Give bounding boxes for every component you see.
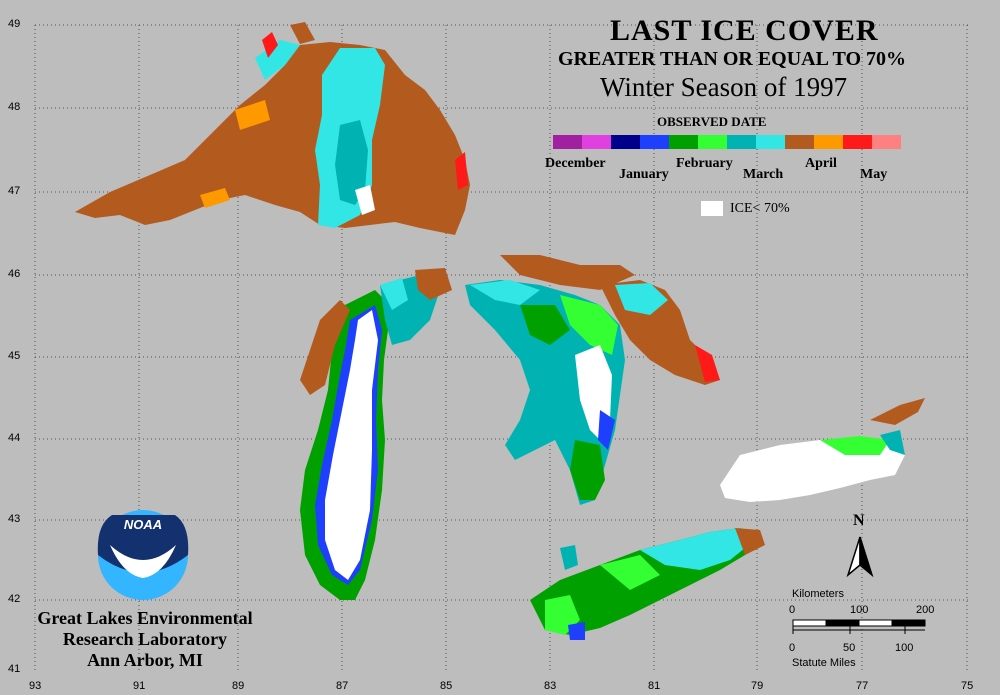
- lat-label: 47: [8, 185, 21, 197]
- lon-label: 85: [440, 680, 453, 692]
- institution-line2: Research Laboratory: [62, 629, 228, 649]
- noaa-logo: [97, 510, 189, 600]
- legend-month-february: February: [676, 156, 733, 171]
- lon-label: 87: [336, 680, 349, 692]
- lon-label: 79: [751, 680, 764, 692]
- lat-label: 42: [8, 593, 21, 605]
- legend-month-april: April: [805, 156, 837, 171]
- legend-month-march: March: [743, 167, 784, 182]
- lat-label: 46: [8, 268, 21, 280]
- legend-month-may: May: [860, 167, 888, 182]
- legend-swatch: [553, 135, 582, 149]
- scale-mi-tick: 0: [789, 642, 796, 654]
- lat-label: 41: [8, 663, 21, 675]
- noaa-logo-text: NOAA: [123, 517, 163, 532]
- legend-swatch: [727, 135, 756, 149]
- scale-mi-label: Statute Miles: [792, 657, 856, 669]
- map-title: LAST ICE COVER: [610, 14, 879, 47]
- no-ice-label: ICE< 70%: [730, 201, 790, 216]
- legend-swatch: [698, 135, 727, 149]
- lon-label: 83: [544, 680, 557, 692]
- legend-swatch: [843, 135, 872, 149]
- lake-huron: [465, 255, 720, 505]
- lon-label: 75: [961, 680, 974, 692]
- legend-color-bar: [553, 135, 901, 149]
- scale-km-tick: 0: [789, 604, 796, 616]
- scale-mi-tick: 50: [843, 642, 856, 654]
- lake-st-clair: [560, 545, 578, 570]
- lat-label: 43: [8, 513, 21, 525]
- lon-label: 81: [648, 680, 661, 692]
- lake-erie: [530, 528, 765, 640]
- legend-month-december: December: [545, 156, 606, 171]
- legend-swatch: [582, 135, 611, 149]
- lon-label: 91: [133, 680, 146, 692]
- institution-line1: Great Lakes Environmental: [37, 608, 253, 628]
- lat-label: 45: [8, 350, 21, 362]
- scale-bar-graphic: [792, 619, 926, 634]
- legend-swatch: [814, 135, 843, 149]
- north-arrow-label: N: [853, 512, 865, 529]
- legend-swatch: [640, 135, 669, 149]
- legend-swatch: [785, 135, 814, 149]
- legend-swatch: [611, 135, 640, 149]
- scale-km-label: Kilometers: [792, 588, 844, 600]
- north-arrow-graphic: [846, 536, 874, 578]
- lat-label: 44: [8, 432, 21, 444]
- legend-heading: OBSERVED DATE: [657, 114, 767, 129]
- lon-label: 77: [856, 680, 869, 692]
- scale-km-tick: 100: [850, 604, 869, 616]
- legend-swatch: [872, 135, 901, 149]
- season-label: Winter Season of 1997: [600, 72, 848, 102]
- legend-month-january: January: [619, 167, 669, 182]
- lon-label: 93: [29, 680, 42, 692]
- lat-label: 48: [8, 101, 21, 113]
- scale-km-tick: 200: [916, 604, 935, 616]
- lat-label: 49: [8, 18, 21, 30]
- institution-block: Great Lakes Environmental Research Labor…: [30, 608, 260, 671]
- scale-mi-tick: 100: [895, 642, 914, 654]
- map-subtitle: GREATER THAN OR EQUAL TO 70%: [558, 48, 907, 70]
- lake-superior: [75, 22, 470, 235]
- institution-line3: Ann Arbor, MI: [87, 650, 203, 670]
- no-ice-swatch: [701, 201, 723, 216]
- lon-label: 89: [232, 680, 245, 692]
- lake-ontario: [720, 398, 925, 502]
- lake-michigan: [300, 268, 452, 600]
- legend-swatch: [756, 135, 785, 149]
- legend-swatch: [669, 135, 698, 149]
